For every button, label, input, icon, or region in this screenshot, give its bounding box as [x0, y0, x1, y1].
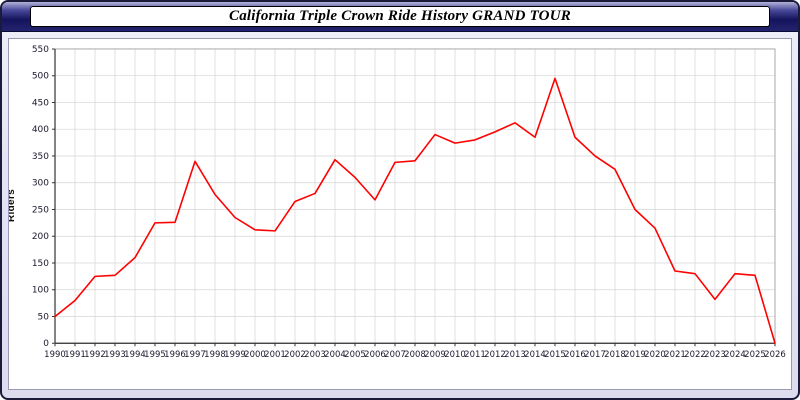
- riders-series-line: [54, 77, 776, 345]
- y-tick-label: 500: [32, 72, 49, 82]
- x-tick-label: 2011: [464, 349, 486, 359]
- y-tick-label: 200: [32, 232, 49, 242]
- x-tick-label: 2003: [304, 349, 326, 359]
- x-tick-label: 2024: [724, 349, 746, 359]
- x-tick-label: 2006: [364, 349, 386, 359]
- riders-line-chart: 0501001502002503003504004505005501990199…: [32, 45, 786, 359]
- x-tick-label: 2022: [684, 349, 706, 359]
- x-tick-label: 2012: [484, 349, 506, 359]
- page-title: California Triple Crown Ride History GRA…: [229, 8, 571, 24]
- y-tick-label: 300: [32, 179, 49, 189]
- x-tick-label: 1995: [144, 349, 166, 359]
- x-tick-label: 2008: [404, 349, 426, 359]
- x-tick-label: 2025: [744, 349, 766, 359]
- x-tick-label: 2021: [664, 349, 686, 359]
- x-tick-label: 2010: [444, 349, 466, 359]
- title-bar: California Triple Crown Ride History GRA…: [2, 2, 798, 32]
- x-tick-label: 2001: [264, 349, 286, 359]
- x-tick-label: 1990: [44, 349, 66, 359]
- chart-panel: Riders 0 50 100 150 200 250 300 350 400 450 500 550…: [8, 38, 792, 390]
- x-tick-label: 2007: [384, 349, 406, 359]
- y-tick-label: 50: [38, 313, 50, 323]
- x-tick-label: 2020: [644, 349, 666, 359]
- x-tick-label: 2002: [284, 349, 306, 359]
- x-tick-label: 1993: [104, 349, 126, 359]
- x-tick-label: 1994: [124, 349, 146, 359]
- y-tick-label: 0: [43, 339, 49, 349]
- x-tick-label: 2019: [624, 349, 646, 359]
- x-tick-label: 2009: [424, 349, 446, 359]
- title-box: California Triple Crown Ride History GRA…: [29, 6, 771, 27]
- y-tick-label: 250: [32, 205, 49, 215]
- x-tick-label: 1996: [164, 349, 186, 359]
- x-tick-label: 1998: [204, 349, 226, 359]
- x-tick-label: 2023: [704, 349, 726, 359]
- x-tick-label: 2013: [504, 349, 526, 359]
- x-tick-label: 2004: [324, 349, 346, 359]
- x-tick-label: 1997: [184, 349, 206, 359]
- x-tick-label: 2014: [524, 349, 546, 359]
- x-tick-label: 2016: [564, 349, 586, 359]
- y-tick-label: 100: [32, 286, 49, 296]
- y-tick-label: 450: [32, 98, 49, 108]
- x-tick-label: 2015: [544, 349, 566, 359]
- x-tick-label: 1991: [64, 349, 86, 359]
- x-tick-label: 2005: [344, 349, 366, 359]
- y-tick-label: 350: [32, 152, 49, 162]
- x-tick-label: 2026: [764, 349, 786, 359]
- y-tick-label: 400: [32, 125, 49, 135]
- y-tick-label: 150: [32, 259, 49, 269]
- x-tick-label: 2017: [584, 349, 606, 359]
- y-axis-label: Riders: [8, 189, 17, 222]
- x-tick-label: 1992: [84, 349, 106, 359]
- y-tick-label: 550: [32, 45, 49, 55]
- x-tick-label: 2018: [604, 349, 626, 359]
- x-tick-label: 1999: [224, 349, 246, 359]
- x-tick-label: 2000: [244, 349, 266, 359]
